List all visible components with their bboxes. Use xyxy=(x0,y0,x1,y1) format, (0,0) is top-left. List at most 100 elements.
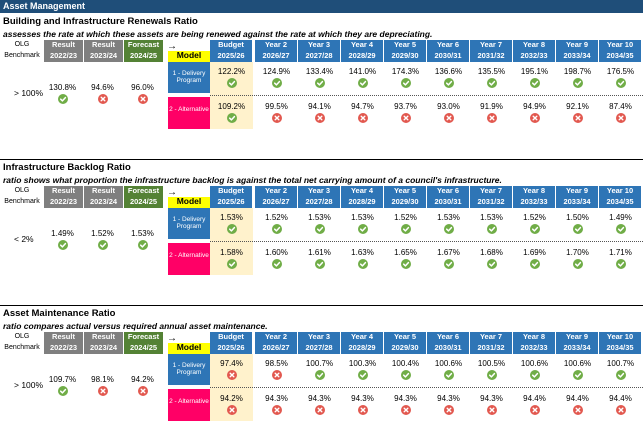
value-cell: 136.6% xyxy=(434,67,463,76)
header-year: 2033/34 xyxy=(563,196,591,206)
value-cell: 109.2% xyxy=(217,102,246,111)
value-cell: 133.4% xyxy=(305,67,334,76)
header-green-2: Forecast 2024/25 xyxy=(124,332,163,354)
header-year-2: Year 2 2026/27 xyxy=(255,40,298,62)
hist-value: 130.8% xyxy=(48,83,77,92)
header-year-8: Year 8 2032/33 xyxy=(513,186,556,208)
check-icon xyxy=(615,259,626,269)
header-label: Year 6 xyxy=(436,186,460,195)
header-year-10: Year 10 2034/35 xyxy=(599,186,642,208)
cross-icon xyxy=(137,386,148,396)
check-icon xyxy=(226,224,237,234)
value-cell: 94.3% xyxy=(265,394,288,403)
cross-icon xyxy=(137,94,148,104)
check-icon xyxy=(357,370,368,380)
hist-value: 94.6% xyxy=(91,83,114,92)
header-year: 2031/32 xyxy=(477,342,505,352)
cross-icon xyxy=(486,113,497,123)
check-icon xyxy=(572,224,583,234)
value-cell: 1.60% xyxy=(265,248,288,257)
header-year: 2025/26 xyxy=(217,196,245,206)
check-icon xyxy=(529,370,540,380)
header-label: Budget xyxy=(218,186,244,195)
header-label: Budget xyxy=(218,332,244,341)
value-cell: 1.63% xyxy=(351,248,374,257)
header-label: Year 9 xyxy=(565,332,589,341)
header-label: Year 3 xyxy=(307,40,331,49)
header-label: Result xyxy=(52,186,75,195)
value-cell: 1.65% xyxy=(394,248,417,257)
header-year-4: Year 4 2028/29 xyxy=(341,40,384,62)
header-year: 2034/35 xyxy=(606,196,634,206)
value-cell: 94.7% xyxy=(351,102,374,111)
header-year: 2022/23 xyxy=(49,50,78,60)
check-icon xyxy=(400,224,411,234)
value-cell: 1.67% xyxy=(437,248,460,257)
check-icon xyxy=(443,259,454,269)
check-icon xyxy=(443,78,454,88)
header-label: Year 8 xyxy=(522,186,546,195)
header-year-5: Year 5 2029/30 xyxy=(384,186,427,208)
header-year: 2034/35 xyxy=(606,50,634,60)
check-icon xyxy=(400,370,411,380)
app-header: Asset Management xyxy=(0,0,643,13)
value-cell: 124.9% xyxy=(262,67,291,76)
value-cell: 94.4% xyxy=(609,394,632,403)
section-title: Infrastructure Backlog Ratio xyxy=(3,162,131,173)
header-year-7: Year 7 2031/32 xyxy=(470,40,513,62)
check-icon xyxy=(572,259,583,269)
header-label: Year 8 xyxy=(522,332,546,341)
value-cell: 1.52% xyxy=(523,213,546,222)
check-icon xyxy=(443,224,454,234)
value-cell: 1.70% xyxy=(566,248,589,257)
section-title: Building and Infrastructure Renewals Rat… xyxy=(3,16,198,27)
header-year: 2022/23 xyxy=(49,342,78,352)
header-label: Year 10 xyxy=(606,40,634,49)
header-year: 2032/33 xyxy=(520,196,548,206)
value-cell: 94.3% xyxy=(394,394,417,403)
header-year-9: Year 9 2033/34 xyxy=(556,186,599,208)
header-year-4: Year 4 2028/29 xyxy=(341,332,384,354)
section-subtitle: assesses the rate at which these assets … xyxy=(3,29,433,39)
header-label: Result xyxy=(92,186,115,195)
olg-label: OLG xyxy=(14,187,30,194)
header-year: 2026/27 xyxy=(262,50,290,60)
header-year: 2029/30 xyxy=(391,196,419,206)
cross-icon xyxy=(357,405,368,415)
benchmark-label: Benchmark xyxy=(4,52,40,59)
program-delivery: 1 - Delivery Program xyxy=(168,354,210,385)
cross-icon xyxy=(226,405,237,415)
value-cell: 1.50% xyxy=(566,213,589,222)
value-cell: 94.3% xyxy=(308,394,331,403)
value-cell: 1.61% xyxy=(308,248,331,257)
benchmark-value: < 2% xyxy=(14,234,34,244)
header-label: Year 9 xyxy=(565,186,589,195)
header-label: Result xyxy=(52,40,75,49)
hist-value: 1.52% xyxy=(91,229,114,238)
header-label: Year 4 xyxy=(350,186,374,195)
check-icon xyxy=(486,78,497,88)
program-delivery: 1 - Delivery Program xyxy=(168,62,210,93)
header-year-4: Year 4 2028/29 xyxy=(341,186,384,208)
header-year: 2022/23 xyxy=(49,196,78,206)
hist-value: 1.49% xyxy=(51,229,74,238)
header-grey-0: Result 2022/23 xyxy=(44,186,83,208)
header-grey-1: Result 2023/24 xyxy=(84,332,123,354)
header-budget: Budget 2025/26 xyxy=(210,40,253,62)
hist-value: 94.2% xyxy=(131,375,154,384)
check-icon xyxy=(271,78,282,88)
value-cell: 1.52% xyxy=(265,213,288,222)
header-year-8: Year 8 2032/33 xyxy=(513,40,556,62)
header-label: Year 10 xyxy=(606,332,634,341)
header-label: Year 3 xyxy=(307,332,331,341)
hist-value: 109.7% xyxy=(48,375,77,384)
header-year: 2033/34 xyxy=(563,342,591,352)
cross-icon xyxy=(226,370,237,380)
value-cell: 93.0% xyxy=(437,102,460,111)
value-cell: 94.3% xyxy=(437,394,460,403)
header-grey-0: Result 2022/23 xyxy=(44,40,83,62)
check-icon xyxy=(486,259,497,269)
header-year-2: Year 2 2026/27 xyxy=(255,332,298,354)
program-alternative: 2 - Alternative xyxy=(168,97,210,129)
hist-value: 98.1% xyxy=(91,375,114,384)
